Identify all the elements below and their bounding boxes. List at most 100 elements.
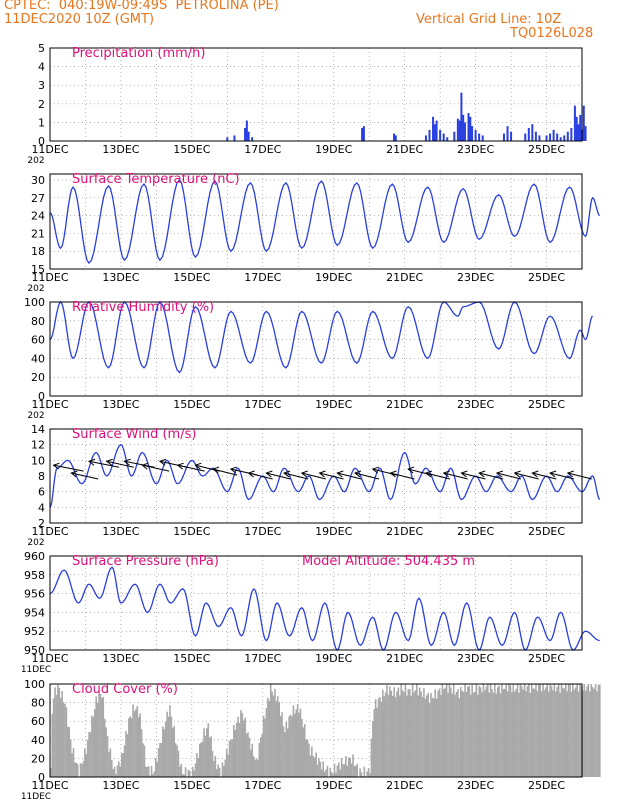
panel-3-ytick-label: 2 <box>38 517 45 530</box>
panel-5-cloud-bar <box>403 692 405 777</box>
panel-5-cloud-bar <box>295 709 298 777</box>
panel-5-cloud-bar <box>345 756 347 777</box>
panel-5-cloud-bar <box>516 684 519 777</box>
panel-5-cloud-bar <box>555 691 557 777</box>
panel-5-cloud-bar <box>275 700 278 777</box>
panel-5-cloud-bar <box>224 759 227 777</box>
panel-5-cloud-bar <box>176 745 178 777</box>
panel-5-xstart-label: 11DEC <box>21 792 51 800</box>
panel-5-cloud-bar <box>173 725 176 777</box>
panel-3-wind-arrowhead <box>353 470 362 478</box>
panel-5-cloud-bar <box>481 692 483 777</box>
panel-5-cloud-bar <box>303 724 306 777</box>
panel-5-cloud-bar <box>315 752 317 777</box>
panel-0-bar <box>247 131 250 141</box>
panel-5-cloud-bar <box>223 765 225 777</box>
panel-5-cloud-bar <box>556 686 559 777</box>
panel-5-cloud-bar <box>482 684 485 777</box>
panel-5-cloud-bar <box>139 713 141 777</box>
panel-5-cloud-bar <box>320 769 323 777</box>
panel-5-cloud-bar <box>162 726 164 777</box>
panel-5-cloud-bar <box>596 691 598 777</box>
panel-5-cloud-bar <box>540 691 543 777</box>
panel-3-wind-arrowhead <box>194 462 202 470</box>
panel-0-bar <box>467 113 470 141</box>
panel-5-cloud-bar <box>133 711 136 777</box>
panel-3-wind-vector <box>142 464 170 472</box>
panel-5-cloud-bar <box>101 697 103 777</box>
panel-5-cloud-bar <box>501 684 503 777</box>
panel-5-cloud-bar <box>235 722 238 777</box>
panel-5-ytick-label: 40 <box>31 734 45 747</box>
panel-5-cloud-bar <box>488 692 490 777</box>
panel-0-bar <box>531 124 534 141</box>
panel-0-bar <box>566 131 569 141</box>
panel-5-ytick-label: 0 <box>38 771 45 784</box>
panel-5-xtick-label: 17DEC <box>244 779 281 792</box>
panel-5-cloud-bar <box>340 758 343 777</box>
panel-4-xstart-label: 11DEC <box>21 665 51 675</box>
panel-5-cloud-bar <box>469 694 472 777</box>
panel-5-cloud-bar <box>411 684 414 777</box>
panel-5-cloud-bar <box>355 766 357 777</box>
panel-5-cloud-bar <box>339 769 342 777</box>
panel-5-cloud-bar <box>146 766 149 777</box>
panel-5-ytick-label: 80 <box>31 697 45 710</box>
panel-0-bar <box>233 135 236 141</box>
panel-0-ytick-label: 1 <box>38 116 45 129</box>
panel-5-cloud-bar <box>564 684 567 777</box>
panel-5-cloud-bar <box>515 688 517 777</box>
panel-3-wind-arrowhead <box>531 470 539 478</box>
panel-3-wind-vector <box>301 472 326 480</box>
panel-5-cloud-bar <box>425 695 428 777</box>
panel-5-cloud-bar <box>532 688 534 777</box>
panel-0-bar <box>534 131 537 141</box>
panel-5-cloud-bar <box>343 764 346 777</box>
panel-5-cloud-bar <box>289 714 292 777</box>
panel-5-cloud-bar <box>302 727 305 777</box>
panel-5-cloud-bar <box>177 750 180 777</box>
panel-3-xstart-label: 202 <box>27 538 44 548</box>
panel-5-cloud-bar <box>477 694 479 777</box>
panel-5-ytick-label: 20 <box>31 752 45 765</box>
panel-3-wind-vector <box>567 472 592 480</box>
panel-5-cloud-bar <box>417 695 420 777</box>
panel-5-cloud-bar <box>335 772 337 777</box>
panel-5-cloud-bar <box>535 684 537 777</box>
panel-4-ytick-label: 960 <box>24 550 45 563</box>
panel-2-xtick-label: 25DEC <box>528 398 565 411</box>
panel-0-bar <box>510 131 513 141</box>
panel-5-cloud-bar <box>389 686 391 777</box>
panel-0-bar <box>453 131 456 141</box>
panel-4-xtick-label: 21DEC <box>386 652 423 665</box>
panel-5-cloud-bar <box>381 689 384 777</box>
panel-5-cloud-bar <box>242 720 245 777</box>
panel-5-cloud-bar <box>329 767 332 777</box>
panel-5-cloud-bar <box>396 691 398 777</box>
panel-5-cloud-bar <box>217 764 220 777</box>
panel-3-wind-arrowhead <box>318 470 326 478</box>
panel-5-cloud-bar <box>394 697 397 777</box>
panel-5-cloud-bar <box>62 702 65 777</box>
vertical-grid-note: Vertical Grid Line: 10Z <box>416 12 562 27</box>
panel-5-cloud-bar <box>441 684 444 777</box>
panel-4-ytick-label: 956 <box>24 588 45 601</box>
panel-5-cloud-bar <box>59 698 62 777</box>
panel-5-cloud-bar <box>435 698 438 777</box>
panel-5-cloud-bar <box>281 712 283 777</box>
panel-2-ytick-label: 80 <box>31 315 45 328</box>
panel-5-cloud-bar <box>491 688 493 777</box>
panel-0-bar <box>506 126 509 141</box>
panel-5-cloud-bar <box>416 684 418 777</box>
panel-5-cloud-bar <box>285 721 288 777</box>
panel-5-cloud-bar <box>474 691 476 777</box>
panel-3-ytick-label: 10 <box>31 454 45 467</box>
panel-5-cloud-bar <box>574 687 577 777</box>
panel-5-cloud-bar <box>448 684 451 777</box>
panel-5-cloud-bar <box>142 743 144 777</box>
panel-5-cloud-bar <box>257 760 259 777</box>
panel-4-ytick-label: 952 <box>24 625 45 638</box>
panel-5-xtick-label: 11DEC <box>31 779 68 792</box>
panel-5-cloud-bar <box>288 716 290 777</box>
panel-5-cloud-bar <box>69 739 72 777</box>
